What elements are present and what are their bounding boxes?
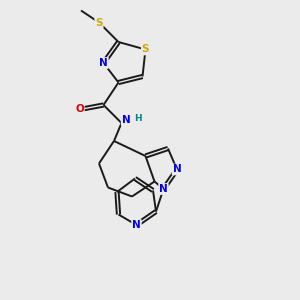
Text: N: N [122,115,130,125]
Text: H: H [134,114,142,123]
Text: N: N [159,184,168,194]
Text: S: S [95,17,103,28]
Text: S: S [142,44,149,55]
Text: N: N [99,58,108,68]
Text: O: O [75,104,84,115]
Text: N: N [132,220,141,230]
Text: N: N [172,164,182,175]
